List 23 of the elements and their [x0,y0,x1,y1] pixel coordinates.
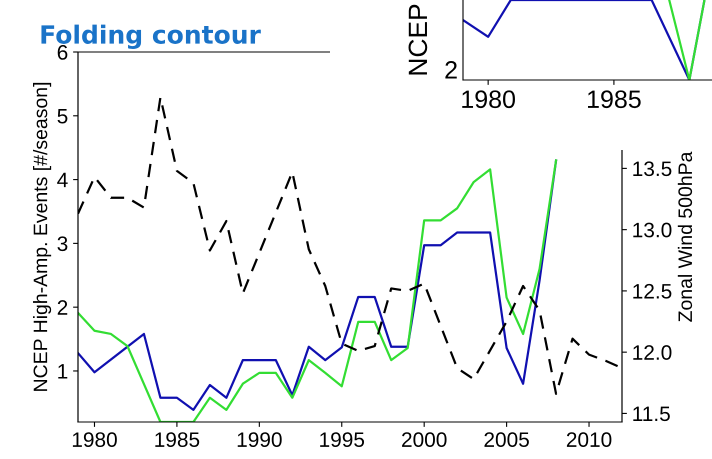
x-tick-label: 2010 [566,432,612,448]
annotation: 2 [445,61,457,78]
y-tick-label: 5 [58,109,68,124]
x-tick-label: 1985 [155,432,200,448]
y2-tick-label: 13.5 [633,161,672,176]
x-tick-label: 2000 [402,432,447,448]
x-tick-label: 1990 [238,432,282,448]
y-axis-title: NCEP [408,4,428,74]
y2-tick-label: 12.5 [633,284,672,299]
y-tick-label: 3 [57,236,68,252]
x-tick-label: 1985 [588,90,641,108]
y-tick-label: 2 [58,300,68,315]
x-tick-label: 2005 [484,432,529,448]
y2-tick-label: 12.0 [633,345,672,360]
y-tick-label: 1 [58,364,68,379]
y2-tick-label: 11.5 [633,406,670,422]
y-tick-label: 4 [57,172,68,188]
y2-axis-title: Zonal Wind 500hPa [678,152,692,322]
y-axis-title: NCEP High-Amp. Events [#/season] [33,82,52,391]
x-tick-label: 1995 [320,432,364,448]
x-tick-label: 1980 [462,90,515,108]
x-tick-label: 1980 [72,432,117,448]
y2-tick-label: 13.0 [633,222,672,238]
